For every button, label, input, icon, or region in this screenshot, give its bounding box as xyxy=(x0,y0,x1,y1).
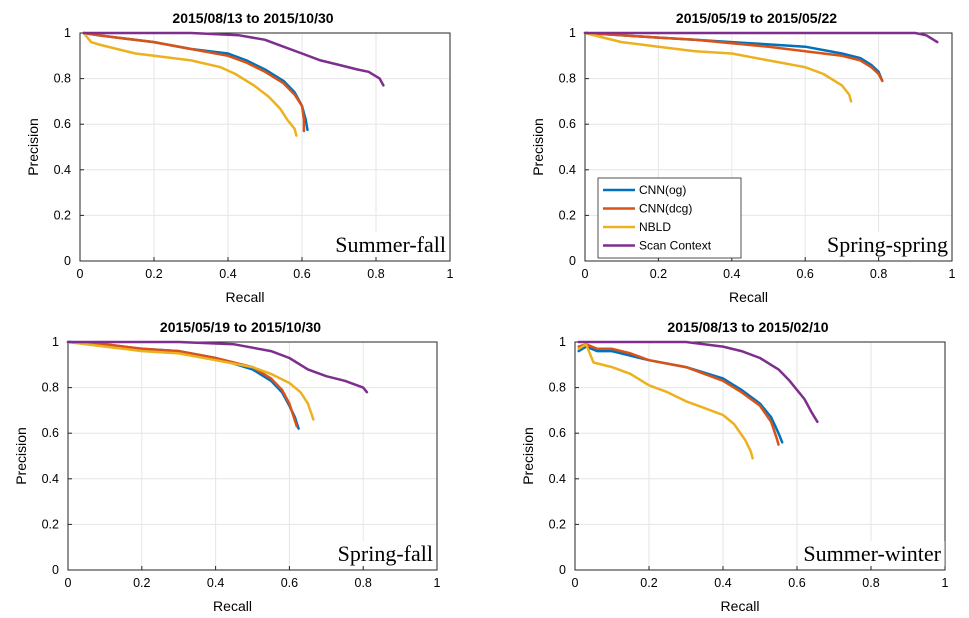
y-tick-label: 1 xyxy=(64,26,71,40)
scene-tag-background xyxy=(332,232,449,257)
scene-tag: Summer-fall xyxy=(332,232,449,257)
y-tick-label: 0.4 xyxy=(42,472,59,486)
x-tick-label: 0 xyxy=(77,267,84,281)
chart-panel-2: 0 0.2 0.4 0.6 0.8 1 0 0.2 0.4 0.6 0.8 1 2015/05/19 t… xyxy=(530,10,956,305)
y-tick-label: 0 xyxy=(52,563,59,577)
series-line-cnn-og xyxy=(82,31,309,132)
scene-tag: Spring-fall xyxy=(334,541,436,566)
y-axis-label: Precision xyxy=(13,427,29,485)
x-tick-label: 0 xyxy=(582,267,589,281)
x-tick-label: 0.6 xyxy=(797,267,814,281)
series-line-cnn-dcg xyxy=(577,343,780,446)
y-tick-label: 1 xyxy=(52,335,59,349)
chart-panel-4: 0 0.2 0.4 0.6 0.8 1 0 0.2 0.4 0.6 0.8 1 2015/08/13 t… xyxy=(520,319,949,614)
x-tick-label: 0.4 xyxy=(207,576,224,590)
y-tick-label: 0.8 xyxy=(42,381,59,395)
y-tick-label: 0.4 xyxy=(54,163,71,177)
axes-box xyxy=(79,32,451,262)
y-tick-label: 0.6 xyxy=(549,426,566,440)
x-axis-label: Recall xyxy=(226,289,265,305)
x-tick-label: 0.2 xyxy=(133,576,150,590)
y-tick-label: 0.2 xyxy=(549,517,566,531)
x-tick-label: 1 xyxy=(447,267,454,281)
scene-tag-background xyxy=(800,541,945,566)
x-tick-label: 0.8 xyxy=(862,576,879,590)
y-tick-label: 0.8 xyxy=(54,72,71,86)
y-axis-label: Precision xyxy=(530,118,546,176)
series-line-scan-context xyxy=(583,31,939,44)
x-tick-label: 0.2 xyxy=(640,576,657,590)
y-tick-label: 0 xyxy=(559,563,566,577)
legend-label: CNN(dcg) xyxy=(639,202,692,216)
series-line-scan-context xyxy=(577,340,819,424)
y-tick-label: 0.6 xyxy=(559,117,576,131)
chart-title: 2015/08/13 to 2015/10/30 xyxy=(172,10,333,26)
x-tick-label: 0 xyxy=(65,576,72,590)
x-tick-label: 0.4 xyxy=(219,267,236,281)
legend-label: CNN(og) xyxy=(639,183,686,197)
y-tick-label: 0 xyxy=(569,254,576,268)
x-tick-label: 0.4 xyxy=(723,267,740,281)
y-tick-label: 1 xyxy=(559,335,566,349)
y-axis-label: Precision xyxy=(520,427,536,485)
y-tick-label: 0.4 xyxy=(559,163,576,177)
x-tick-label: 0.2 xyxy=(145,267,162,281)
chart-title: 2015/05/19 to 2015/05/22 xyxy=(676,10,837,26)
series-line-scan-context xyxy=(82,31,385,87)
y-tick-label: 0.4 xyxy=(549,472,566,486)
x-tick-label: 0.6 xyxy=(293,267,310,281)
scene-tag-text: Summer-fall xyxy=(335,232,446,257)
x-tick-label: 0.6 xyxy=(281,576,298,590)
x-axis-label: Recall xyxy=(213,598,252,614)
x-tick-label: 0.4 xyxy=(714,576,731,590)
x-tick-label: 1 xyxy=(942,576,949,590)
legend-label: Scan Context xyxy=(639,239,712,253)
x-tick-label: 0.6 xyxy=(788,576,805,590)
x-tick-label: 0.8 xyxy=(870,267,887,281)
y-axis-label: Precision xyxy=(25,118,41,176)
y-tick-label: 0.6 xyxy=(54,117,71,131)
scene-tag-text: Spring-fall xyxy=(338,541,433,566)
x-tick-label: 1 xyxy=(949,267,956,281)
legend-label: NBLD xyxy=(639,220,671,234)
y-tick-label: 0.2 xyxy=(559,208,576,222)
scene-tag-text: Spring-spring xyxy=(827,232,948,257)
axes-box xyxy=(574,341,946,571)
x-tick-label: 0.8 xyxy=(355,576,372,590)
chart-panel-1: 0 0.2 0.4 0.6 0.8 1 0 0.2 0.4 0.6 0.8 1 2015/08/13 t… xyxy=(25,10,454,305)
x-tick-label: 0 xyxy=(572,576,579,590)
series-line-nbld xyxy=(66,340,315,421)
series-line-cnn-dcg xyxy=(583,31,884,83)
series-line-nbld xyxy=(82,31,298,137)
chart-title: 2015/08/13 to 2015/02/10 xyxy=(667,319,828,335)
series-line-cnn-og xyxy=(583,31,884,83)
scene-tag-background xyxy=(824,232,951,257)
y-tick-label: 0 xyxy=(64,254,71,268)
y-tick-label: 0.8 xyxy=(549,381,566,395)
legend: CNN(og) CNN(dcg) NBLD Scan Context xyxy=(597,177,742,259)
series-line-cnn-og xyxy=(577,345,784,444)
series-line-scan-context xyxy=(66,340,369,394)
x-axis-label: Recall xyxy=(721,598,760,614)
x-axis-label: Recall xyxy=(729,289,768,305)
y-tick-label: 0.2 xyxy=(54,208,71,222)
y-tick-label: 0.6 xyxy=(42,426,59,440)
axes-box xyxy=(67,341,438,571)
chart-panel-3: 0 0.2 0.4 0.6 0.8 1 0 0.2 0.4 0.6 0.8 1 2015/05/19 t… xyxy=(13,319,441,614)
y-tick-label: 1 xyxy=(569,26,576,40)
x-tick-label: 0.2 xyxy=(650,267,667,281)
y-tick-label: 0.2 xyxy=(42,517,59,531)
chart-title: 2015/05/19 to 2015/10/30 xyxy=(160,319,321,335)
series-line-cnn-dcg xyxy=(82,31,306,133)
scene-tag-background xyxy=(334,541,436,566)
series-line-nbld xyxy=(577,343,754,460)
x-tick-label: 1 xyxy=(434,576,441,590)
x-tick-label: 0.8 xyxy=(367,267,384,281)
y-tick-label: 0.8 xyxy=(559,72,576,86)
scene-tag: Summer-winter xyxy=(800,541,945,566)
scene-tag-text: Summer-winter xyxy=(803,541,941,566)
scene-tag: Spring-spring xyxy=(824,232,951,257)
series-line-nbld xyxy=(583,31,853,103)
